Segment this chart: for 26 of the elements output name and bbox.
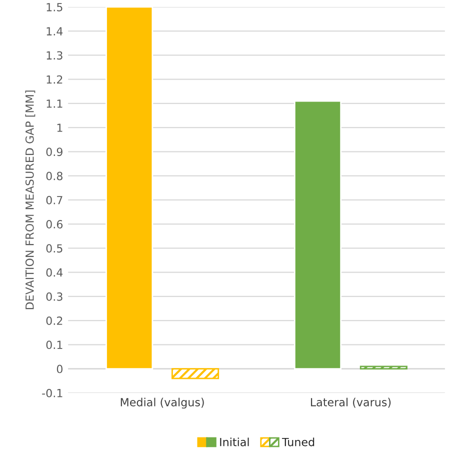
y-tick-label: 0 [56, 364, 62, 374]
bar [294, 100, 342, 370]
bar [172, 368, 220, 380]
y-tick-label: 0.8 [46, 172, 62, 180]
y-tick-label: 1.1 [46, 100, 62, 108]
y-tick-label: 0.9 [46, 148, 62, 156]
y-tick-label: 0.7 [46, 196, 62, 204]
y-tick-label: 1.4 [46, 27, 63, 36]
y-tick-label: 0.3 [46, 292, 62, 301]
bar [360, 366, 408, 370]
bar [106, 6, 154, 370]
y-tick-label: 1.3 [46, 51, 62, 60]
legend-label: Tuned [282, 438, 314, 446]
x-tick-label: Lateral (varus) [310, 398, 391, 408]
y-tick-label: 0.2 [46, 316, 62, 325]
y-tick-label: 1 [57, 124, 62, 132]
y-axis-title: DEVAITION FROM MEASURED GAP [MM] [25, 90, 36, 310]
y-tick-label: -0.1 [42, 388, 62, 398]
y-tick-label: 0.5 [46, 244, 62, 253]
y-tick-label: 1.2 [46, 75, 62, 84]
x-tick-label: Medial (valgus) [120, 398, 204, 409]
y-tick-label: 0.4 [46, 268, 63, 277]
legend-label: Initial [220, 438, 249, 446]
y-tick-label: 0.1 [46, 340, 62, 350]
y-tick-label: 0.6 [46, 220, 63, 228]
y-tick-label: 1.5 [46, 3, 62, 12]
